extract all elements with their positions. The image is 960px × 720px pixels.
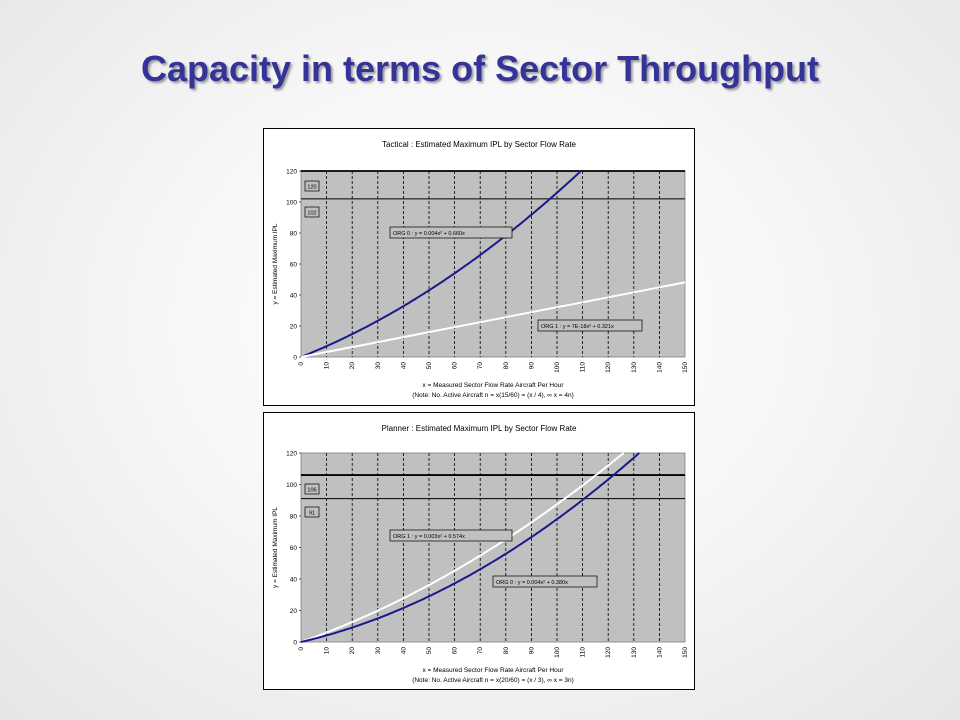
series-line: [300, 452, 625, 643]
x-tick-label: 110: [580, 362, 587, 373]
x-tick-label: 60: [452, 362, 459, 370]
x-tick-label: 140: [656, 362, 663, 373]
reference-label: 102: [307, 211, 316, 217]
y-tick-label: 0: [293, 640, 297, 647]
x-tick-label: 140: [656, 647, 663, 658]
y-tick-label: 40: [290, 293, 298, 300]
reference-label-box: [304, 483, 320, 495]
y-axis-label: y = Estimated Maximum IPL: [272, 223, 279, 304]
series-line: [300, 170, 582, 358]
reference-label-box: [304, 506, 320, 518]
x-tick-label: 40: [400, 647, 407, 655]
x-tick-label: 10: [324, 362, 331, 370]
x-tick-label: 150: [682, 647, 689, 658]
tactical-chart-panel: Tactical : Estimated Maximum IPL by Sect…: [263, 128, 695, 406]
x-axis-label: x = Measured Sector Flow Rate Aircraft P…: [422, 667, 564, 674]
y-tick-label: 20: [290, 324, 298, 331]
y-tick-label: 120: [286, 451, 297, 458]
planner-chart: Planner : Estimated Maximum IPL by Secto…: [272, 424, 689, 684]
equation-box: [389, 226, 513, 239]
x-tick-label: 20: [349, 362, 356, 370]
x-tick-label: 30: [375, 362, 382, 370]
x-tick-label: 100: [554, 647, 561, 658]
y-tick-label: 40: [290, 577, 298, 584]
x-tick-label: 0: [298, 647, 305, 651]
x-tick-label: 30: [375, 647, 382, 655]
equation-box: [389, 529, 513, 542]
y-tick-label: 80: [290, 231, 298, 238]
x-tick-label: 150: [682, 362, 689, 373]
y-tick-label: 60: [290, 545, 298, 552]
chart-title: Planner : Estimated Maximum IPL by Secto…: [382, 424, 577, 433]
equation-label: ORG 1 : y = 7E-18x² + 0.321x: [541, 324, 614, 330]
reference-label-box: [304, 180, 320, 192]
x-tick-label: 0: [298, 362, 305, 366]
x-tick-label: 100: [554, 362, 561, 373]
x-tick-label: 130: [631, 647, 638, 658]
series-line: [300, 452, 640, 643]
series-line: [300, 281, 686, 358]
equation-box: [537, 319, 643, 332]
reference-label: 106: [307, 488, 316, 494]
x-tick-label: 120: [605, 362, 612, 373]
y-tick-label: 0: [293, 355, 297, 362]
x-tick-label: 40: [400, 362, 407, 370]
y-tick-label: 20: [290, 608, 298, 615]
y-tick-label: 120: [286, 169, 297, 176]
x-tick-label: 10: [324, 647, 331, 655]
reference-label: 120: [307, 185, 316, 191]
x-tick-label: 80: [503, 647, 510, 655]
x-tick-label: 70: [477, 647, 484, 655]
x-axis-note: (Note: No. Active Aircraft n = x(15/60) …: [412, 392, 574, 399]
x-tick-label: 80: [503, 362, 510, 370]
x-tick-label: 50: [426, 362, 433, 370]
reference-label: 91: [309, 511, 315, 517]
x-tick-label: 110: [580, 647, 587, 658]
reference-label-box: [304, 206, 320, 218]
x-tick-label: 120: [605, 647, 612, 658]
y-tick-label: 100: [286, 482, 297, 489]
x-tick-label: 20: [349, 647, 356, 655]
chart-title: Tactical : Estimated Maximum IPL by Sect…: [382, 140, 577, 149]
equation-label: ORG 0 : y = 0.004x² + 0.660x: [393, 231, 465, 237]
y-axis-label: y = Estimated Maximum IPL: [272, 507, 279, 588]
equation-label: ORG 1 : y = 0.003x² + 0.574x: [393, 534, 465, 540]
x-tick-label: 90: [528, 647, 535, 655]
y-tick-label: 80: [290, 514, 298, 521]
equation-box: [492, 575, 598, 588]
x-tick-label: 90: [528, 362, 535, 370]
x-tick-label: 60: [452, 647, 459, 655]
x-tick-label: 50: [426, 647, 433, 655]
x-axis-note: (Note: No. Active Aircraft n = x(20/60) …: [412, 677, 574, 684]
y-tick-label: 60: [290, 262, 298, 269]
tactical-chart: Tactical : Estimated Maximum IPL by Sect…: [272, 140, 689, 399]
y-tick-label: 100: [286, 200, 297, 207]
x-tick-label: 70: [477, 362, 484, 370]
equation-label: ORG 0 : y = 0.004x² + 0.380x: [496, 580, 568, 586]
slide-title: Capacity in terms of Sector Throughput: [140, 48, 820, 89]
x-axis-label: x = Measured Sector Flow Rate Aircraft P…: [422, 382, 564, 389]
planner-chart-panel: Planner : Estimated Maximum IPL by Secto…: [263, 412, 695, 690]
x-tick-label: 130: [631, 362, 638, 373]
